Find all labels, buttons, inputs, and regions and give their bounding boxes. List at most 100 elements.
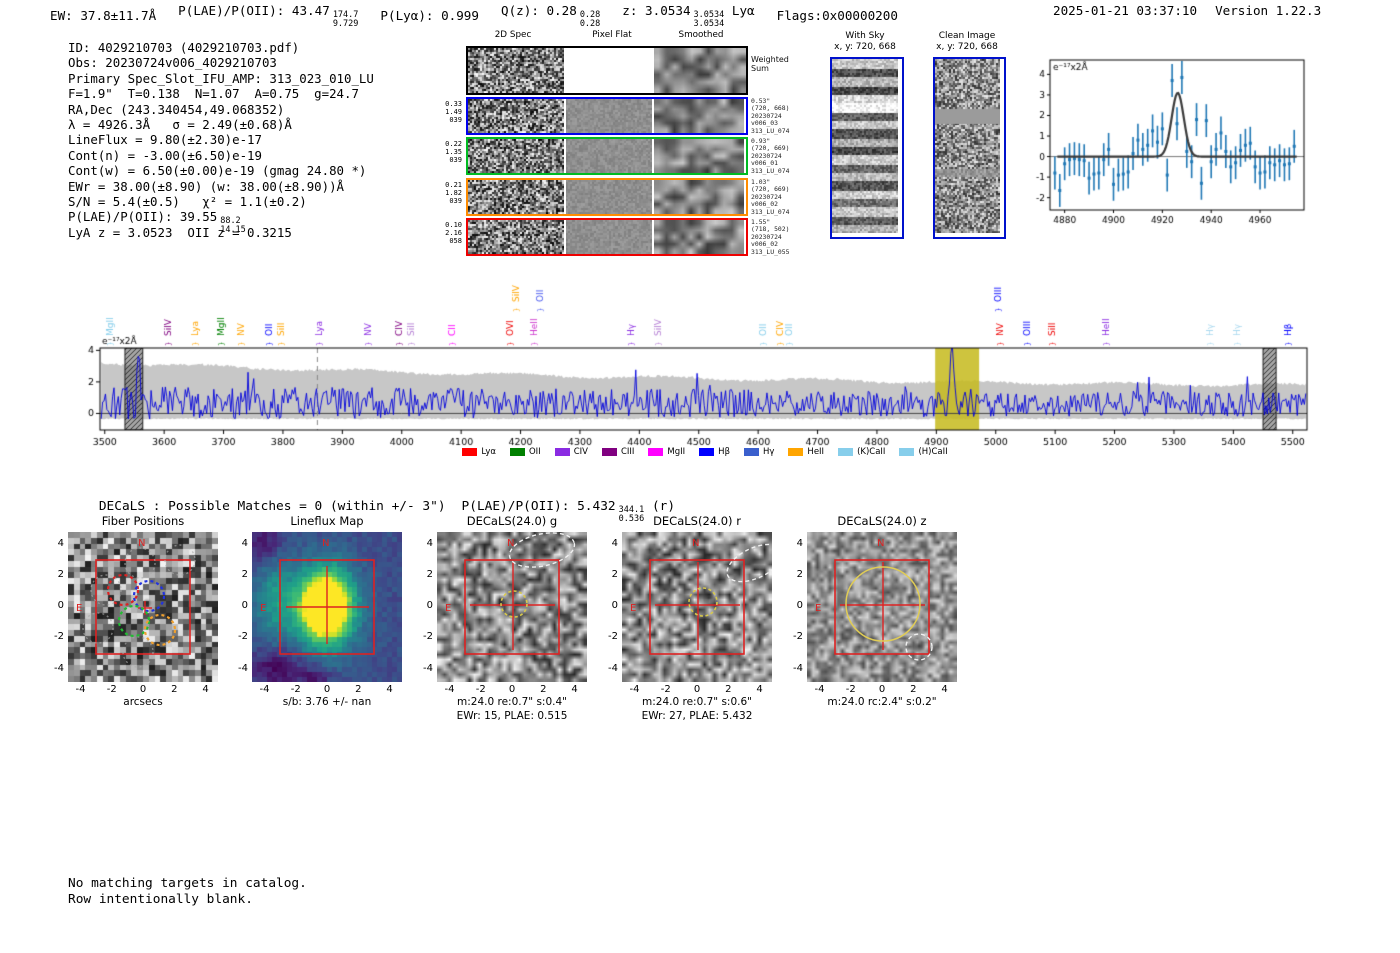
decals-match-line: DECaLS : Possible Matches = 0 (within +/… <box>98 499 676 524</box>
spec2d-strip <box>566 220 652 254</box>
spec2d-strip <box>566 139 652 173</box>
col-title-smoothed: Smoothed <box>678 30 724 40</box>
x-tick-label: 4 <box>571 684 578 695</box>
withsky-panel <box>830 57 904 239</box>
info-line: P(LAE)/P(OII): 39.55 88.2 14.15 <box>68 209 246 235</box>
legend-swatch <box>601 448 617 456</box>
spec2d-strip <box>468 139 564 173</box>
footer-line-2: Row intentionally blank. <box>68 891 253 907</box>
info-line: λ = 4926.3Å σ = 2.49(±0.68)Å <box>68 116 292 132</box>
extraction-box <box>649 559 745 655</box>
legend-item: Hγ <box>744 447 774 457</box>
aperture-circle <box>500 590 528 618</box>
x-tick-label: -2 <box>660 684 671 695</box>
spec2d-row-weights: 0.10 2.16 058 <box>445 221 462 246</box>
weighted-2dspec-image <box>468 48 564 93</box>
cutout-xlabel: m:24.0 rc:2.4" s:0.2" <box>827 696 937 708</box>
spec2d-row-weights: 0.22 1.35 039 <box>445 140 462 165</box>
x-tick-label: -2 <box>475 684 486 695</box>
y-tick-label: -2 <box>423 631 433 643</box>
cutout-r: DECaLS(24.0) r N E -4 -4 -2 -2 0 0 2 2 4 4 m:24.0 re:… <box>608 514 772 729</box>
legend-item: HeII <box>788 447 824 457</box>
extraction-box <box>834 559 930 655</box>
header-plae-poii: P(LAE)/P(OII): 43.47 174.7 9.729 <box>178 3 359 29</box>
y-tick-label: -4 <box>793 662 803 674</box>
cutout-z: DECaLS(24.0) z N E -4 -4 -2 -2 0 0 2 2 4 4 m:24.0 rc:… <box>793 514 957 729</box>
cutout-overlay: NE <box>815 538 933 661</box>
info-line: Obs: 20230724v006_4029210703 <box>68 55 277 71</box>
x-tick-label: 0 <box>693 684 701 695</box>
aperture-circle <box>845 566 921 642</box>
x-tick-label: 2 <box>540 684 547 695</box>
spectrum-legend: Lyα OII CIV CIII MgII Hβ Hγ HeII (K)CaII (H)CaII <box>400 447 1010 457</box>
cutout-image-g <box>437 532 587 682</box>
spec2d-strip <box>468 99 564 133</box>
y-tick-label: -4 <box>608 662 618 674</box>
spec2d-strip <box>654 99 744 133</box>
neighbor-source-circle <box>905 633 933 661</box>
legend-swatch <box>554 448 570 456</box>
y-tick-label: -2 <box>793 631 803 643</box>
spec2d-row-weights: 0.33 1.49 039 <box>445 100 462 125</box>
spec2d-row-info: 1.55" (718, 502) 20230724 v006_02 313_LU_055 <box>751 218 790 256</box>
compass-east: E <box>260 603 266 614</box>
extraction-box <box>279 559 375 655</box>
legend-label: HeII <box>807 447 825 457</box>
legend-item: (H)CaII <box>899 447 948 457</box>
y-tick-label: 0 <box>796 600 803 611</box>
cutout-xlabel: m:24.0 re:0.7" s:0.4" <box>457 696 567 708</box>
cutout-image-z <box>807 532 957 682</box>
header-datetime-version: 2025-01-21 03:37:10 Version 1.22.3 <box>1053 3 1321 18</box>
legend-label: (K)CaII <box>857 447 886 457</box>
spec2d-row <box>466 97 748 135</box>
legend-item: MgII <box>648 447 685 457</box>
col-title-2dspec: 2D Spec <box>494 30 532 40</box>
y-tick-label: -4 <box>423 662 433 674</box>
clean-image <box>935 59 1000 233</box>
compass-east: E <box>445 603 451 614</box>
full-spectrum-chart <box>60 262 1350 467</box>
x-tick-label: 2 <box>171 684 178 695</box>
x-tick-label: -4 <box>259 684 270 695</box>
header-ztype: Lyα <box>731 3 755 18</box>
spec2d-row-weights: 0.21 1.82 039 <box>445 181 462 206</box>
plae-uncertainty: 174.7 9.729 <box>332 10 359 29</box>
y-tick-label: 2 <box>796 568 803 580</box>
legend-label: Hβ <box>718 447 730 457</box>
legend-swatch <box>648 448 664 456</box>
info-uncertainty: 88.2 14.15 <box>220 216 246 235</box>
x-tick-label: -4 <box>444 684 455 695</box>
info-line: Primary Spec_Slot_IFU_AMP: 313_023_010_L… <box>68 70 374 86</box>
y-tick-label: -2 <box>54 631 64 643</box>
fiber-circle <box>143 613 177 647</box>
ghost-fiber-circle <box>82 612 114 644</box>
x-tick-label: 4 <box>386 684 393 695</box>
y-tick-label: -4 <box>238 662 248 674</box>
detection-info-block: ID: 4029210703 (4029210703.pdf) Obs: 2023… <box>68 40 374 240</box>
cutout-sub: EWr: 27, PLAE: 5.432 <box>641 710 753 722</box>
y-tick-label: -4 <box>54 662 64 674</box>
spec2d-strip <box>654 220 744 254</box>
line-fit-zoom-chart <box>1028 52 1328 227</box>
x-tick-label: -2 <box>845 684 856 695</box>
x-tick-label: -2 <box>106 684 117 695</box>
fiber-circle <box>106 573 140 607</box>
spec2d-row-info: 0.53" (720, 668) 20230724 v006_03 313_LU_074 <box>751 97 790 135</box>
cutout-image-fiber <box>68 532 218 682</box>
header-qz: Q(z): 0.28 0.28 0.28 <box>500 3 601 29</box>
y-tick-label: 0 <box>57 600 64 611</box>
x-tick-label: 0 <box>139 684 147 695</box>
info-line: RA,Dec (243.340454,49.068352) <box>68 101 285 117</box>
header-summary: EW: 37.8±11.7Å P(LAE)/P(OII): 43.47 174.7… <box>50 3 898 28</box>
y-tick-label: 4 <box>611 537 618 549</box>
y-tick-label: 4 <box>241 537 248 549</box>
header-flags: Flags:0x00000200 <box>776 8 898 23</box>
legend-label: OII <box>528 447 541 457</box>
legend-label: Hγ <box>763 447 775 457</box>
legend-item: CIV <box>554 447 588 457</box>
cutout-xlabel: s/b: 3.76 +/- nan <box>282 696 372 708</box>
fiber-circle <box>117 604 151 638</box>
extraction-box <box>95 559 191 655</box>
compass-north: N <box>877 538 884 549</box>
spec2d-strip <box>566 99 652 133</box>
